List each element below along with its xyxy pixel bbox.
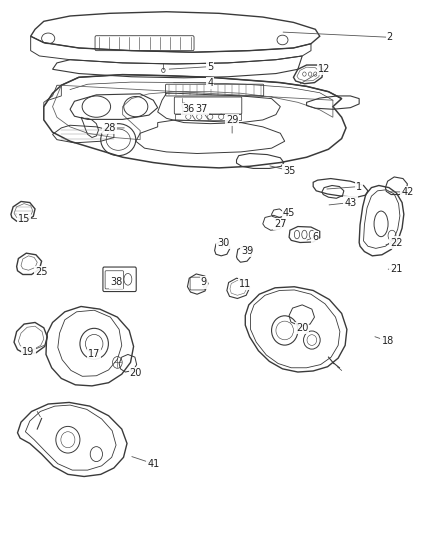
Text: 2: 2 [387,33,393,42]
Text: 41: 41 [147,459,159,469]
Text: 27: 27 [274,219,286,229]
Text: 17: 17 [88,350,100,359]
Text: 36: 36 [182,104,194,114]
Text: 38: 38 [110,278,122,287]
Text: 19: 19 [22,347,35,357]
Text: 6: 6 [312,232,318,242]
Text: 12: 12 [318,64,330,74]
Text: 22: 22 [390,238,403,247]
Text: 20: 20 [296,323,308,333]
Text: 11: 11 [239,279,251,289]
Text: 9: 9 [201,278,207,287]
Text: 21: 21 [390,264,403,274]
Text: 18: 18 [381,336,394,346]
Text: 4: 4 [207,78,213,87]
Text: 30: 30 [217,238,230,247]
Text: 45: 45 [283,208,295,218]
Text: 25: 25 [35,267,48,277]
Bar [175,114,241,120]
Text: 20: 20 [130,368,142,378]
Text: 28: 28 [103,123,116,133]
Text: 35: 35 [283,166,295,175]
Text: 29: 29 [226,115,238,125]
Text: 39: 39 [241,246,254,255]
Text: 5: 5 [207,62,213,71]
Text: 15: 15 [18,214,30,223]
Text: 42: 42 [401,187,413,197]
Text: 43: 43 [344,198,357,207]
Text: 37: 37 [195,104,208,114]
Text: 1: 1 [356,182,362,191]
